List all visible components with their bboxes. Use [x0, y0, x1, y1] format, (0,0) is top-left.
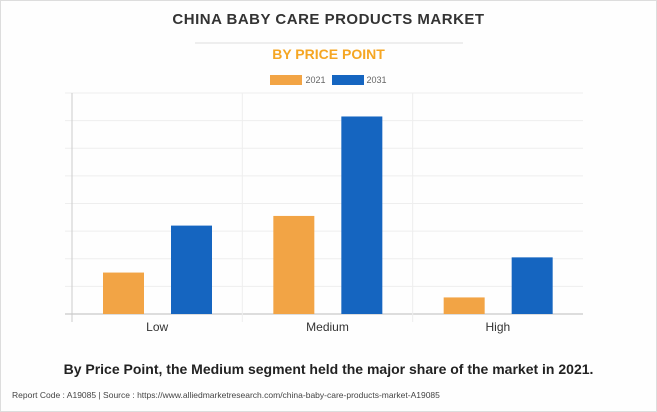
- legend-label: 2021: [305, 75, 326, 85]
- bar-high-2021: [443, 297, 485, 314]
- legend-item-2021[interactable]: 2021: [270, 75, 326, 85]
- source-footer: Report Code : A19085 | Source : https://…: [12, 390, 440, 400]
- bar-low-2031: [171, 225, 212, 314]
- x-tick-label: High: [485, 320, 510, 334]
- bar-low-2021: [103, 272, 144, 314]
- bar-medium-2021: [273, 215, 315, 314]
- legend: 2021 2031: [1, 75, 656, 85]
- chart-title: CHINA BABY CARE PRODUCTS MARKET: [172, 11, 485, 28]
- x-tick-label: Medium: [306, 320, 349, 334]
- chart-subtitle: BY PRICE POINT: [272, 46, 385, 62]
- legend-item-2031[interactable]: 2031: [331, 75, 387, 85]
- legend-swatch-2021: [270, 75, 303, 85]
- bar-chart: Low Medium High: [65, 92, 583, 334]
- bar-medium-2031: [341, 116, 383, 314]
- chart-caption: By Price Point, the Medium segment held …: [63, 361, 594, 377]
- title-divider: [195, 42, 463, 44]
- legend-label: 2031: [366, 75, 387, 85]
- x-tick-label: Low: [146, 320, 168, 334]
- bar-high-2031: [511, 257, 553, 314]
- legend-swatch-2031: [331, 75, 364, 85]
